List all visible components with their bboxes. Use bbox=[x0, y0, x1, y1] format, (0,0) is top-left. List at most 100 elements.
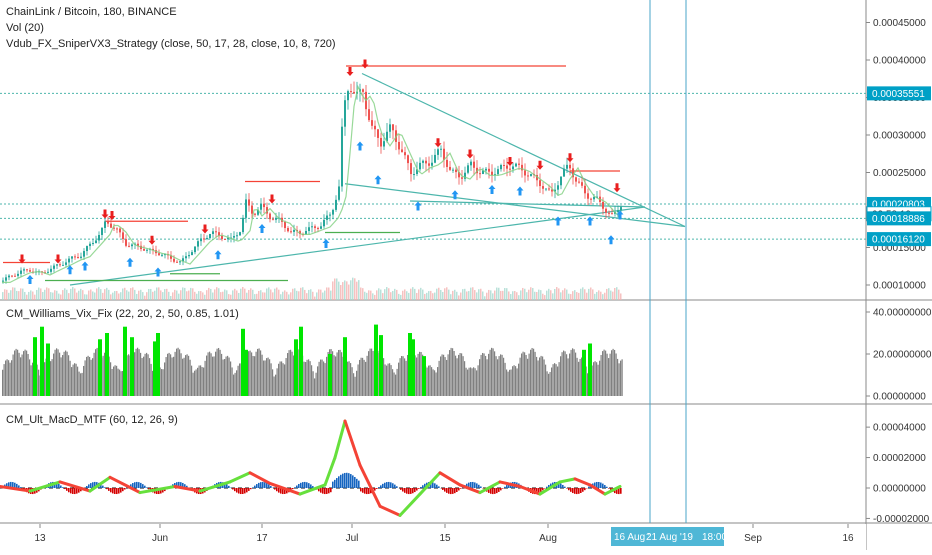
candle-body bbox=[419, 163, 421, 169]
vix-bar bbox=[62, 355, 63, 396]
macd-hist-bar bbox=[64, 488, 66, 489]
vix-bar bbox=[482, 353, 483, 396]
volume-bar bbox=[394, 289, 396, 300]
volume-bar bbox=[196, 294, 198, 300]
vix-bar bbox=[566, 354, 567, 396]
volume-bar bbox=[494, 291, 496, 300]
vix-bar bbox=[523, 352, 524, 396]
volume-bar bbox=[304, 290, 306, 300]
volume-bar bbox=[176, 291, 178, 300]
vix-bar bbox=[248, 351, 249, 396]
candle-body bbox=[461, 177, 463, 178]
vix-bar bbox=[481, 355, 482, 396]
volume-bar bbox=[378, 288, 380, 300]
vix-bar bbox=[268, 358, 269, 396]
vix-alert-bar bbox=[46, 344, 50, 397]
macd-hist-bar bbox=[238, 488, 240, 494]
volume-bar bbox=[182, 287, 184, 300]
vix-bar bbox=[250, 351, 251, 396]
vix-bar bbox=[115, 365, 116, 396]
volume-bar bbox=[92, 291, 94, 300]
vix-bar bbox=[239, 363, 240, 396]
volume-bar bbox=[464, 289, 466, 300]
candle-body bbox=[329, 215, 331, 216]
volume-bar bbox=[522, 288, 524, 300]
volume-bar bbox=[600, 292, 602, 300]
macd-hist-bar bbox=[560, 484, 562, 488]
candle-body bbox=[314, 226, 316, 228]
volume-bar bbox=[252, 290, 254, 300]
vix-bar bbox=[278, 364, 279, 396]
volume-bar bbox=[232, 290, 234, 300]
candle-body bbox=[491, 172, 493, 176]
vix-bar bbox=[505, 363, 506, 396]
volume-bar bbox=[376, 290, 378, 300]
volume-bar bbox=[108, 290, 110, 300]
vix-bar bbox=[614, 350, 615, 396]
volume-bar bbox=[30, 290, 32, 300]
vix-bar bbox=[454, 351, 455, 396]
vix-bar bbox=[598, 365, 599, 396]
volume-bar bbox=[388, 288, 390, 300]
vix-bar bbox=[538, 360, 539, 396]
vix-bar bbox=[368, 351, 369, 396]
macd-hist-bar bbox=[420, 487, 422, 488]
volume-bar bbox=[148, 289, 150, 300]
vix-bar bbox=[392, 369, 393, 396]
vix-bar bbox=[367, 356, 368, 396]
volume-bar bbox=[408, 293, 410, 300]
price-label-text: 0.00035551 bbox=[872, 89, 925, 100]
volume-bar bbox=[326, 287, 328, 300]
candle-body bbox=[449, 167, 451, 170]
volume-bar bbox=[78, 291, 80, 300]
candle-body bbox=[125, 239, 127, 246]
volume-bar bbox=[186, 291, 188, 300]
vix-bar bbox=[317, 366, 318, 396]
vix-bar bbox=[121, 371, 122, 396]
vix-bar bbox=[164, 362, 165, 396]
macd-hist-bar bbox=[278, 488, 280, 493]
volume-bar bbox=[534, 292, 536, 300]
macd-hist-bar bbox=[332, 482, 334, 488]
candle-body bbox=[185, 256, 187, 258]
vix-bar bbox=[466, 368, 467, 396]
volume-bar bbox=[352, 278, 354, 300]
candle-body bbox=[422, 161, 424, 163]
candle-body bbox=[80, 257, 82, 258]
vix-bar bbox=[574, 349, 575, 396]
vix-bar bbox=[254, 356, 255, 396]
volume-bar bbox=[270, 290, 272, 300]
volume-bar bbox=[36, 290, 38, 300]
candle-body bbox=[608, 213, 610, 214]
candle-body bbox=[593, 197, 595, 199]
candle-body bbox=[515, 164, 517, 167]
vix-bar bbox=[475, 368, 476, 396]
volume-bar bbox=[102, 293, 104, 300]
macd-hist-bar bbox=[292, 488, 294, 489]
vix-bar bbox=[455, 356, 456, 396]
volume-bar bbox=[322, 293, 324, 300]
macd-hist-bar bbox=[500, 488, 502, 490]
volume-bar bbox=[552, 293, 554, 300]
vix-bar bbox=[10, 363, 11, 396]
vix-bar bbox=[214, 356, 215, 396]
volume-bar bbox=[316, 292, 318, 300]
vix-bar bbox=[509, 370, 510, 396]
volume-bar bbox=[400, 295, 402, 300]
volume-bar bbox=[426, 293, 428, 300]
vix-bar bbox=[443, 355, 444, 396]
vix-bar bbox=[263, 361, 264, 396]
vix-bar bbox=[233, 375, 234, 396]
vix-bar bbox=[619, 363, 620, 396]
macd-hist-bar bbox=[504, 487, 506, 488]
vix-bar bbox=[11, 360, 12, 396]
macd-hist-bar bbox=[136, 482, 138, 488]
volume-bar bbox=[144, 296, 146, 300]
vix-bar bbox=[314, 378, 315, 396]
vix-bar bbox=[17, 350, 18, 396]
vix-bar bbox=[280, 361, 281, 396]
volume-bar bbox=[124, 288, 126, 300]
volume-bar bbox=[344, 280, 346, 300]
candle-body bbox=[179, 261, 181, 262]
